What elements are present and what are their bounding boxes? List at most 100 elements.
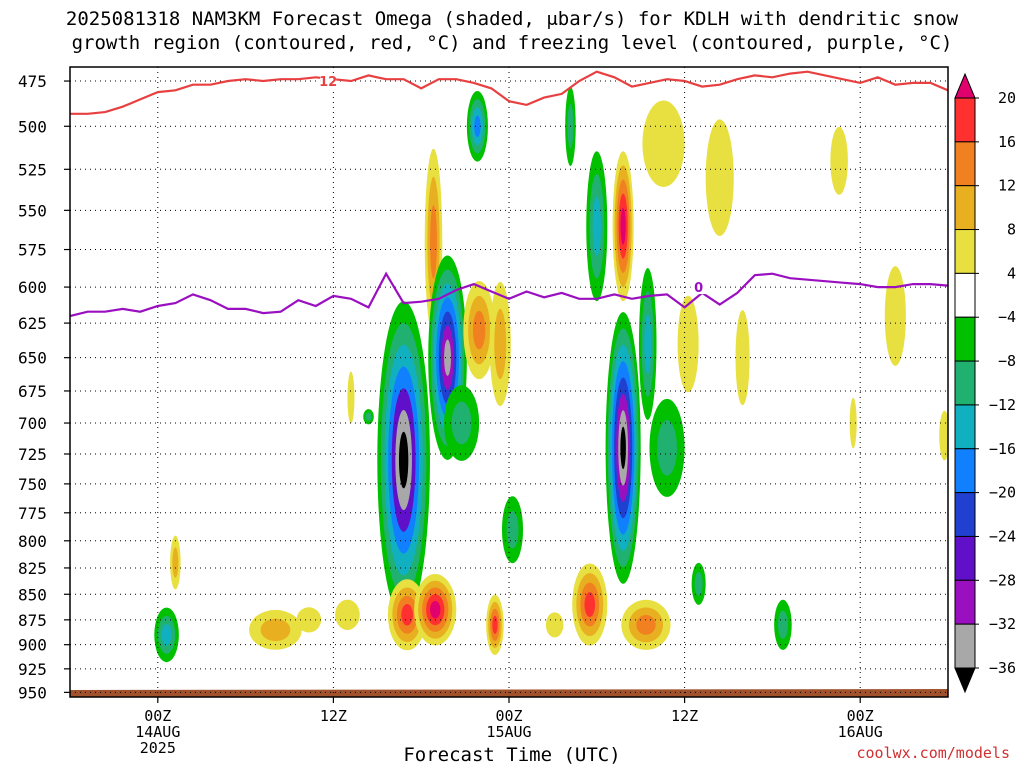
colorbar-label: −16 xyxy=(989,440,1016,458)
colorbar-label: −24 xyxy=(989,527,1016,545)
omega-contour-fill xyxy=(584,592,596,617)
y-tick-label: 475 xyxy=(18,72,47,91)
omega-contour-fill xyxy=(398,431,409,489)
omega-contour-fill xyxy=(430,205,437,279)
x-tick-label: 00Z xyxy=(847,707,874,725)
omega-contour-fill xyxy=(472,310,486,350)
y-tick-label: 525 xyxy=(18,160,47,179)
y-tick-label: 800 xyxy=(18,532,47,551)
colorbar-bin xyxy=(954,272,976,318)
colorbar-label: −4 xyxy=(998,308,1016,326)
colorbar-label: 8 xyxy=(1007,221,1016,239)
chart-title-line1: 2025081318 NAM3KM Forecast Omega (shaded… xyxy=(0,8,1024,30)
omega-contour-fill xyxy=(620,207,626,245)
y-tick-label: 775 xyxy=(18,504,47,523)
plot-area: 12 0 xyxy=(70,67,948,697)
y-tick-label: 700 xyxy=(18,414,47,433)
y-tick-label: 925 xyxy=(18,660,47,679)
colorbar-label: −8 xyxy=(998,352,1016,370)
colorbar-bin xyxy=(954,623,976,669)
omega-contour-fill xyxy=(494,308,507,380)
y-tick-label: 725 xyxy=(18,445,47,464)
omega-contour-fill xyxy=(657,420,677,476)
colorbar-bin xyxy=(954,185,976,231)
colorbar-bin xyxy=(954,316,976,362)
y-tick-label: 825 xyxy=(18,559,47,578)
x-tick-label: 00Z xyxy=(495,707,522,725)
omega-contour-fill xyxy=(620,426,626,470)
site-credit: coolwx.com/models xyxy=(856,744,1010,762)
colorbar-label: −32 xyxy=(989,615,1016,633)
y-tick-label: 625 xyxy=(18,314,47,333)
colorbar-label: 4 xyxy=(1007,264,1016,282)
omega-contour-fill xyxy=(636,614,656,635)
y-tick-label: 850 xyxy=(18,585,47,604)
colorbar-bin xyxy=(954,97,976,143)
colorbar-bin xyxy=(954,667,976,694)
colorbar-bin xyxy=(954,360,976,406)
omega-contour-fill xyxy=(642,100,685,188)
omega-contour-fill xyxy=(694,571,703,596)
colorbar-label: −12 xyxy=(989,396,1016,414)
x-tick-date-label: 16AUG xyxy=(838,723,883,741)
omega-contour-fill xyxy=(444,339,451,376)
omega-contour-fill xyxy=(451,401,472,445)
omega-contour-fill xyxy=(335,599,360,630)
y-tick-label: 675 xyxy=(18,382,47,401)
contour-label-bg xyxy=(690,280,707,295)
y-tick-label: 900 xyxy=(18,636,47,655)
x-tick-label: 12Z xyxy=(320,707,347,725)
colorbar-bin xyxy=(954,448,976,494)
colorbar-bin xyxy=(954,492,976,537)
omega-contour-fill xyxy=(830,126,848,195)
x-tick-date-label: 15AUG xyxy=(486,723,531,741)
contour-label-bg xyxy=(320,74,337,89)
omega-contour-fill xyxy=(296,607,322,633)
y-tick-label: 650 xyxy=(18,349,47,368)
dendritic-contour-line xyxy=(70,70,948,115)
colorbar-label: −36 xyxy=(989,659,1016,677)
colorbar-label: −28 xyxy=(989,571,1016,589)
omega-contour-fill xyxy=(545,612,564,638)
x-axis-title: Forecast Time (UTC) xyxy=(403,744,621,766)
colorbar-bin xyxy=(954,72,976,99)
omega-contour-fill xyxy=(260,618,291,642)
x-tick-date-label: 14AUG xyxy=(135,723,180,741)
omega-contour-fill xyxy=(705,119,734,236)
colorbar-label: −20 xyxy=(989,484,1016,502)
omega-contour-fill xyxy=(644,314,652,374)
colorbar-label: 20 xyxy=(998,89,1016,107)
colorbar-bin xyxy=(954,141,976,187)
y-tick-label: 750 xyxy=(18,475,47,494)
chart-title-line2: growth region (contoured, red, °C) and f… xyxy=(71,32,953,54)
colorbar-label: 16 xyxy=(998,133,1016,151)
contour-label: 12 xyxy=(319,75,337,90)
x-tick-label: 00Z xyxy=(144,707,171,725)
omega-contour-fill xyxy=(172,547,179,578)
contour-label: 0 xyxy=(694,281,703,296)
omega-contour-fill xyxy=(849,397,857,449)
omega-shading xyxy=(154,86,948,663)
y-tick-label: 550 xyxy=(18,201,47,220)
omega-contour-fill xyxy=(777,610,788,640)
colorbar: 20 16 12 8 4 −4 −8 −12 −16 −20 −24 −28 −32 −36 xyxy=(954,72,1016,694)
omega-contour-fill xyxy=(365,412,372,422)
x-tick-label: 12Z xyxy=(671,707,698,725)
omega-contour-fill xyxy=(735,310,750,406)
x-tick-year-label: 2025 xyxy=(140,739,176,757)
omega-contour-fill xyxy=(401,604,413,626)
colorbar-bin xyxy=(954,579,976,625)
y-tick-label: 600 xyxy=(18,278,47,297)
omega-contour-fill xyxy=(474,115,481,137)
y-tick-label: 950 xyxy=(18,683,47,702)
colorbar-bin xyxy=(954,535,976,581)
y-tick-label: 575 xyxy=(18,241,47,260)
chart-title-prefix: 2025081318 NAM3KM Forecast Omega (shaded… xyxy=(65,8,547,30)
y-tick-label: 875 xyxy=(18,611,47,630)
omega-contour-fill xyxy=(347,371,355,424)
omega-contour-fill xyxy=(506,510,519,549)
colorbar-label: 12 xyxy=(998,177,1016,195)
chart-title-unit: μbar/s) for KDLH with dendritic snow xyxy=(546,8,959,30)
omega-contour-fill xyxy=(592,196,601,256)
